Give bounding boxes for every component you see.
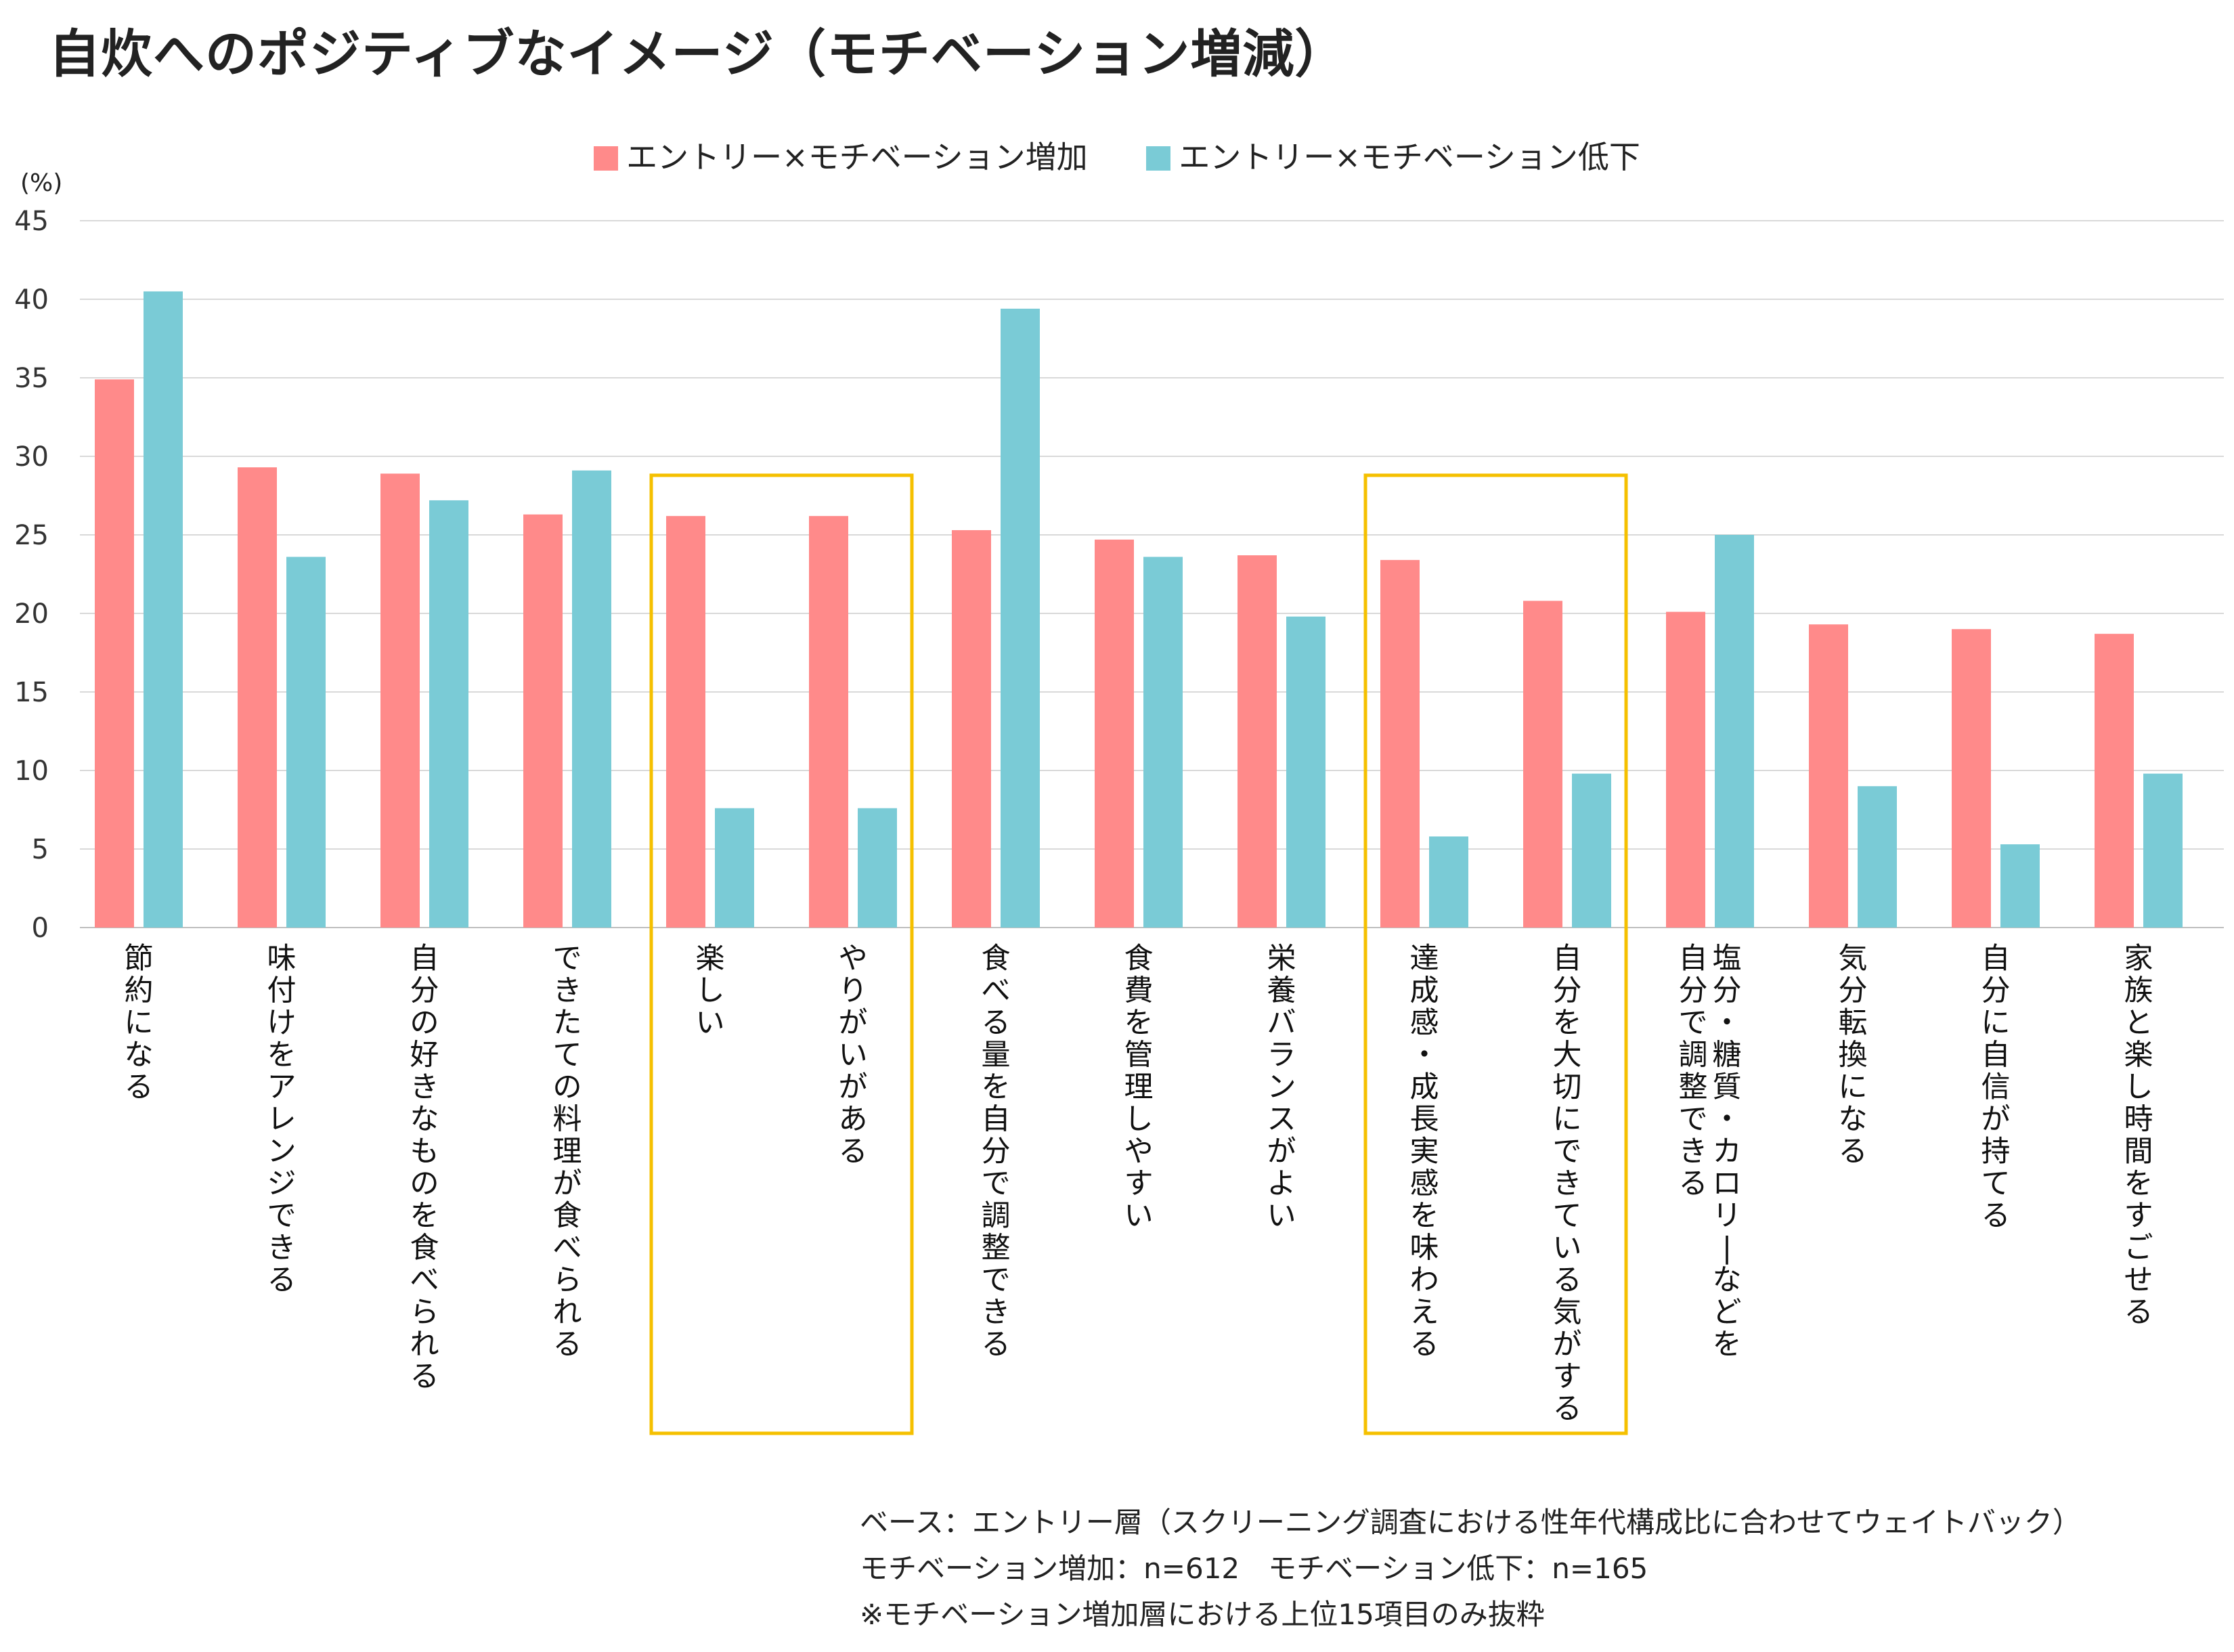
bar-increase-2 [380,473,420,928]
footnotes: ベース：エントリー層（スクリーニング調査における性年代構成比に合わせてウェイトバ… [860,1500,2081,1638]
category-label-7: 食費を管理しやすい [1124,942,1154,1233]
category-label-0: 節約になる [125,942,154,1104]
category-label-2: 自分の好きなものを食べられる [410,942,439,1394]
bar-decrease-14 [2143,773,2183,928]
y-tick-label-40: 40 [14,284,49,316]
bar-increase-6 [952,530,991,928]
y-tick-label-0: 0 [32,913,49,944]
y-tick-label-15: 15 [14,677,49,708]
bar-decrease-1 [286,557,326,928]
legend-item-increase: エントリー×モチベーション増加 [594,133,1088,177]
category-label-5: やりがいがある [839,942,868,1169]
bar-decrease-10 [1572,773,1611,928]
footnote-extraction: ※モチベーション増加層における上位15項目のみ抜粋 [860,1598,1545,1631]
bar-increase-3 [523,514,563,928]
bar-increase-1 [238,467,277,928]
bar-decrease-5 [858,808,897,928]
category-label-12: 気分転換になる [1839,942,1868,1169]
category-label-11-1: 自分で調整できる [1679,942,1708,1201]
chart-title: 自炊へのポジティブなイメージ（モチベーション増減） [49,24,1347,84]
category-label-8: 栄養バランスがよい [1267,942,1296,1233]
bar-decrease-9 [1429,836,1468,928]
category-label-1: 味付けをアレンジできる [267,942,297,1297]
bar-increase-5 [809,516,848,928]
category-label-9: 達成感・成長実感を味わえる [1410,942,1439,1362]
y-axis-unit-label: (%) [20,169,63,197]
footnote-base: ベース：エントリー層（スクリーニング調査における性年代構成比に合わせてウェイトバ… [860,1506,2081,1539]
y-tick-label-45: 45 [14,206,49,237]
chart-legend: エントリー×モチベーション増加 エントリー×モチベーション低下 [0,133,2234,177]
bar-decrease-7 [1143,557,1183,928]
category-label-4: 楽しい [696,942,725,1040]
highlight-box-1 [1363,473,1628,1435]
category-label-13: 自分に自信が持てる [1981,942,2011,1233]
bar-decrease-8 [1286,616,1326,928]
bar-decrease-13 [2000,844,2040,928]
bar-increase-4 [666,516,705,928]
bar-increase-13 [1952,629,1991,928]
category-label-3: できたての料理が食べられる [553,942,582,1362]
category-label-6: 食べる量を自分で調整できる [982,942,1011,1362]
bar-increase-0 [95,379,134,928]
y-tick-label-30: 30 [14,441,49,473]
legend-label-decrease: エントリー×モチベーション低下 [1179,139,1640,175]
category-label-11-0: 塩分・糖質・カロリ|などを [1713,942,1742,1362]
bar-increase-11 [1666,611,1705,928]
bar-decrease-3 [572,470,611,928]
legend-swatch-decrease [1146,146,1171,171]
bar-decrease-12 [1858,786,1897,928]
bar-increase-9 [1380,560,1420,928]
bar-decrease-0 [144,291,183,928]
y-tick-label-25: 25 [14,520,49,551]
legend-item-decrease: エントリー×モチベーション低下 [1146,133,1640,177]
bar-increase-12 [1809,624,1848,928]
bar-increase-10 [1523,601,1562,928]
bar-increase-8 [1238,555,1277,928]
bar-increase-7 [1095,539,1134,928]
bar-increase-14 [2095,634,2134,928]
legend-label-increase: エントリー×モチベーション増加 [626,139,1088,175]
footnote-sample-size: モチベーション増加：n=612 モチベーション低下：n=165 [860,1552,1648,1585]
y-tick-label-10: 10 [14,756,49,787]
y-tick-label-35: 35 [14,363,49,394]
y-tick-label-20: 20 [14,599,49,630]
bar-decrease-6 [1001,308,1040,928]
y-tick-label-5: 5 [32,834,49,865]
bar-decrease-4 [715,808,754,928]
bar-decrease-2 [429,500,468,928]
bar-decrease-11 [1715,535,1754,928]
legend-swatch-increase [594,146,619,171]
category-label-14: 家族と楽し時間をすごせる [2124,942,2153,1330]
highlight-box-0 [649,473,914,1435]
category-label-10: 自分を大切にできている気がする [1553,942,1582,1426]
